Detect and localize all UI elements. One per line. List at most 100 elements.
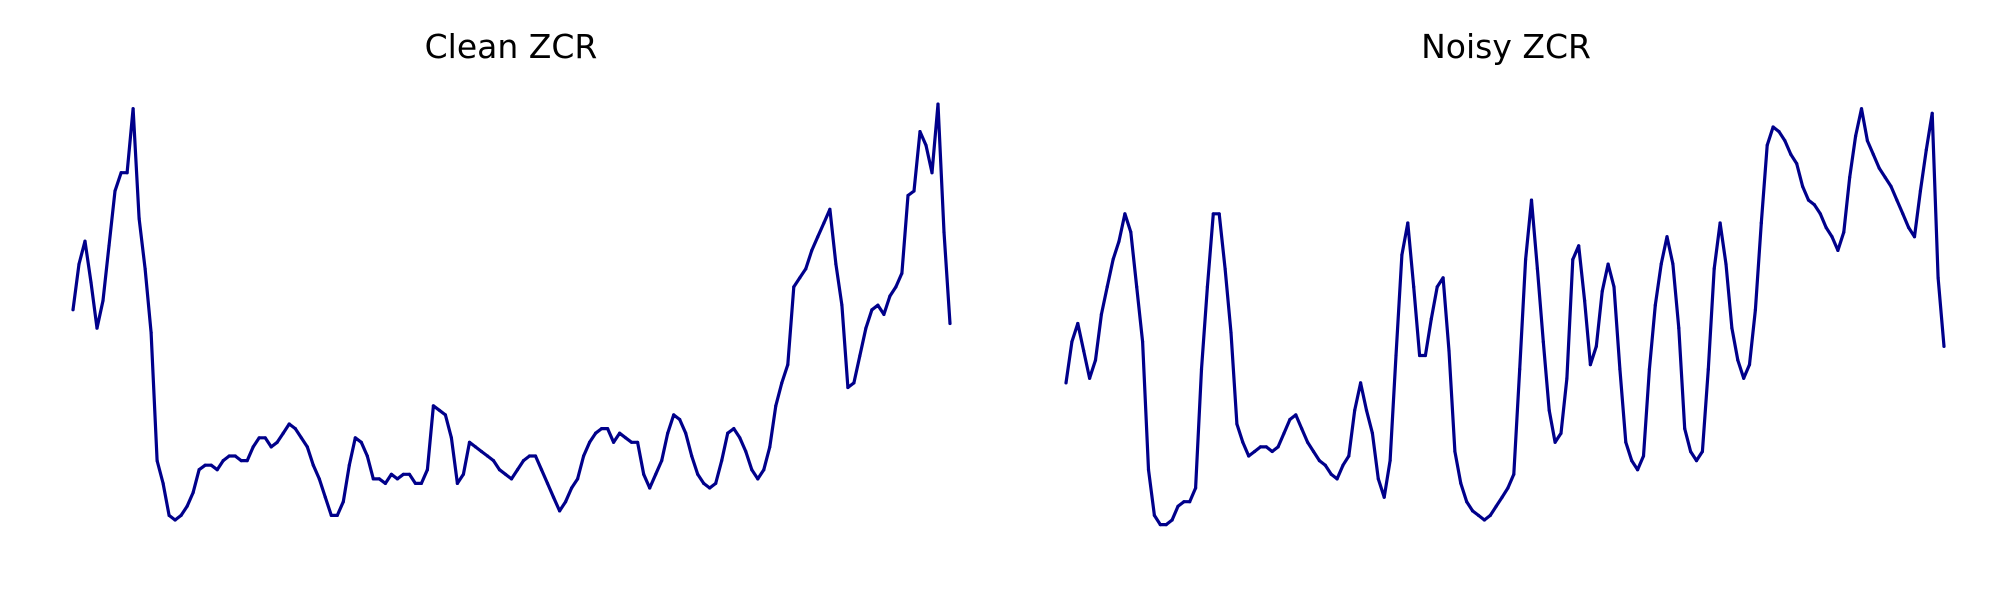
- data-point-68: [479, 449, 484, 454]
- data-point-102: [1665, 235, 1669, 239]
- data-point-92: [624, 436, 628, 440]
- data-point-15: [161, 481, 165, 485]
- data-point-91: [618, 431, 622, 435]
- data-point-25: [1211, 212, 1215, 216]
- data-point-49: [1353, 408, 1357, 412]
- data-point-103: [1671, 262, 1675, 266]
- data-point-4: [1088, 376, 1092, 380]
- data-point-133: [870, 308, 874, 312]
- data-point-60: [1418, 353, 1422, 358]
- data-point-19: [185, 504, 189, 508]
- chart-title: Noisy ZCR: [1421, 27, 1591, 66]
- data-point-20: [1182, 500, 1186, 504]
- data-point-80: [551, 495, 556, 499]
- data-point-146: [1924, 148, 1928, 152]
- data-point-23: [209, 463, 213, 467]
- data-point-110: [1712, 267, 1716, 271]
- data-point-17: [1164, 523, 1168, 527]
- data-point-128: [840, 303, 844, 307]
- data-point-64: [455, 481, 459, 485]
- data-point-84: [1559, 431, 1563, 435]
- data-point-31: [1247, 454, 1251, 458]
- data-point-23: [1199, 367, 1204, 371]
- data-point-72: [503, 472, 508, 476]
- data-point-63: [1435, 285, 1439, 289]
- data-point-54: [1382, 495, 1386, 499]
- data-point-135: [1859, 107, 1864, 111]
- data-point-16: [1158, 523, 1162, 527]
- data-point-137: [1871, 152, 1875, 156]
- data-point-140: [1889, 184, 1893, 188]
- data-point-74: [1500, 495, 1504, 499]
- data-point-47: [1341, 463, 1345, 467]
- data-point-13: [149, 331, 153, 335]
- data-point-30: [251, 445, 255, 449]
- data-point-85: [1565, 376, 1569, 380]
- data-point-43: [329, 513, 333, 518]
- data-point-39: [305, 445, 309, 449]
- data-point-33: [1258, 445, 1263, 449]
- data-point-111: [738, 436, 742, 440]
- data-point-148: [1936, 276, 1940, 280]
- data-point-136: [888, 294, 892, 298]
- data-point-2: [83, 239, 87, 243]
- data-point-119: [1765, 143, 1769, 147]
- data-point-61: [1423, 353, 1427, 358]
- data-point-101: [678, 417, 682, 422]
- data-point-34: [275, 440, 279, 444]
- data-point-35: [1270, 449, 1274, 454]
- data-point-116: [1747, 363, 1752, 367]
- data-point-70: [1476, 513, 1481, 518]
- data-point-88: [1583, 299, 1587, 303]
- data-point-99: [666, 431, 670, 435]
- data-point-51: [377, 477, 381, 481]
- data-point-1: [77, 262, 81, 266]
- data-point-0: [71, 308, 75, 312]
- data-point-93: [1612, 285, 1616, 289]
- data-point-90: [1594, 344, 1598, 348]
- data-point-68: [1465, 500, 1469, 504]
- data-point-94: [1618, 367, 1622, 371]
- data-point-137: [894, 285, 898, 289]
- data-point-82: [1547, 408, 1551, 412]
- data-point-106: [708, 486, 712, 490]
- data-point-142: [1901, 212, 1905, 216]
- data-point-129: [846, 385, 850, 390]
- data-point-78: [539, 468, 544, 472]
- data-point-145: [1918, 189, 1922, 193]
- data-point-29: [245, 459, 249, 463]
- data-point-129: [1824, 225, 1828, 230]
- data-point-58: [1406, 221, 1410, 225]
- data-point-21: [1188, 500, 1192, 504]
- data-point-49: [365, 454, 369, 458]
- data-point-59: [1412, 285, 1416, 289]
- data-point-85: [582, 454, 586, 458]
- data-point-60: [431, 404, 435, 408]
- data-point-119: [786, 363, 790, 367]
- data-point-73: [509, 477, 514, 481]
- data-point-46: [347, 463, 351, 467]
- data-point-101: [1659, 262, 1663, 266]
- data-point-43: [1317, 459, 1321, 463]
- data-point-127: [834, 262, 838, 266]
- data-point-118: [780, 381, 784, 385]
- data-point-79: [545, 481, 550, 485]
- data-point-105: [1683, 427, 1687, 431]
- data-point-87: [594, 431, 598, 435]
- data-point-107: [1694, 459, 1699, 463]
- data-point-122: [1783, 139, 1787, 143]
- chart-title: Clean ZCR: [425, 27, 598, 66]
- data-point-44: [1323, 463, 1327, 467]
- data-point-24: [1205, 285, 1209, 289]
- data-point-57: [413, 481, 417, 485]
- data-point-144: [936, 102, 940, 106]
- data-point-15: [1152, 513, 1156, 518]
- data-point-82: [564, 500, 568, 504]
- data-point-56: [407, 472, 411, 476]
- data-point-11: [137, 216, 141, 220]
- data-point-81: [1541, 340, 1545, 344]
- data-point-21: [197, 468, 201, 472]
- data-point-97: [654, 472, 658, 476]
- data-point-38: [1288, 417, 1292, 422]
